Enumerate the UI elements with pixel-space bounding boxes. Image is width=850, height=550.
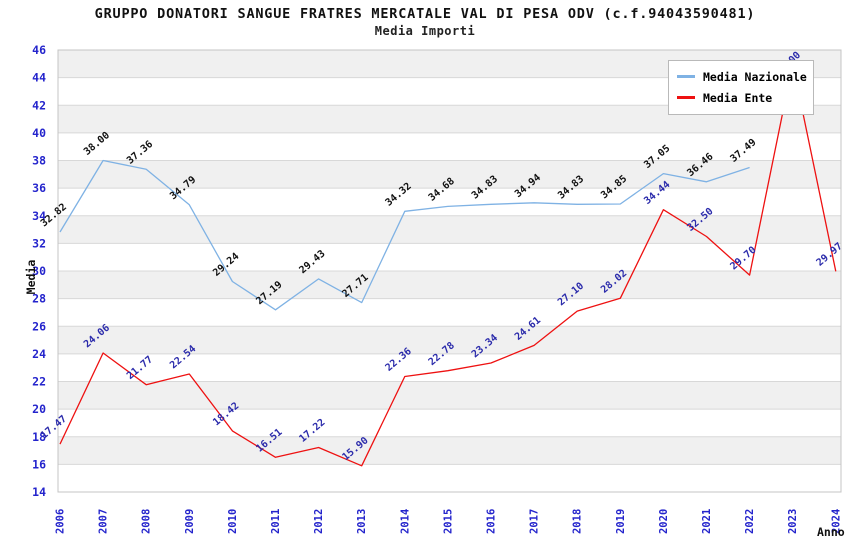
x-tick-label: 2018 (572, 509, 584, 534)
x-tick-label: 2016 (486, 509, 498, 534)
plot-band (58, 188, 841, 216)
y-tick-label: 22 (32, 375, 46, 389)
y-tick-label: 18 (32, 430, 46, 444)
y-tick-label: 16 (32, 457, 46, 471)
line-swatch-red-icon (677, 96, 695, 99)
x-tick-label: 2009 (184, 509, 196, 534)
series-line-media-ente (59, 63, 837, 467)
x-tick-label: 2023 (787, 509, 799, 534)
plot-band (58, 409, 841, 437)
x-tick-label: 2008 (141, 509, 153, 534)
x-tick-label: 2014 (399, 509, 411, 534)
plot-band (58, 353, 841, 382)
x-tick-label: 2020 (658, 509, 670, 534)
x-tick-label: 2017 (529, 509, 541, 534)
x-tick-label: 2011 (270, 509, 282, 534)
y-tick-label: 20 (32, 402, 46, 416)
y-tick-label: 40 (32, 126, 46, 140)
y-tick-label: 14 (32, 485, 46, 499)
y-tick-label: 42 (32, 98, 46, 112)
plot-border (57, 49, 842, 493)
x-tick-label: 2013 (356, 509, 368, 534)
y-tick-label: 28 (32, 292, 46, 306)
x-tick-label: 2024 (830, 509, 842, 534)
legend-item-media-nazionale: Media Nazionale (677, 66, 807, 87)
y-tick-label: 36 (32, 181, 46, 195)
y-tick-label: 46 (32, 43, 46, 57)
y-tick-label: 44 (32, 71, 46, 85)
legend-label: Media Nazionale (703, 69, 807, 84)
y-tick-label: 32 (32, 236, 46, 250)
y-tick-label: 24 (32, 347, 46, 361)
x-axis-title: Anno (817, 525, 845, 539)
x-tick-label: 2006 (55, 509, 67, 534)
plot-band (58, 464, 841, 492)
plot-band (58, 381, 841, 410)
y-tick-label: 34 (32, 209, 46, 223)
plot-band (58, 271, 841, 299)
plot-band (58, 326, 841, 354)
plot-band (58, 298, 841, 327)
y-tick-label: 30 (32, 264, 46, 278)
line-swatch-blue-icon (677, 75, 695, 78)
legend-label: Media Ente (703, 90, 773, 105)
y-tick-label: 26 (32, 319, 46, 333)
x-tick-label: 2007 (98, 509, 110, 534)
legend: Media Nazionale Media Ente (668, 60, 814, 115)
plot-band (58, 436, 841, 465)
plot-band (58, 215, 841, 244)
legend-item-media-ente: Media Ente (677, 87, 806, 108)
x-tick-label: 2012 (313, 509, 325, 534)
plot-band (58, 160, 841, 189)
y-axis-title: Media (24, 259, 38, 295)
plot-band (58, 132, 841, 161)
x-tick-label: 2010 (227, 509, 239, 534)
series-line-media-nazionale (59, 159, 750, 311)
x-tick-label: 2022 (744, 509, 756, 534)
x-tick-label: 2021 (701, 509, 713, 534)
chart-subtitle: Media Importi (374, 24, 476, 38)
chart-title: GRUPPO DONATORI SANGUE FRATRES MERCATALE… (94, 6, 756, 22)
y-tick-label: 38 (32, 154, 46, 168)
plot-band (58, 243, 841, 271)
x-tick-label: 2015 (442, 509, 454, 534)
x-tick-label: 2019 (615, 509, 627, 534)
